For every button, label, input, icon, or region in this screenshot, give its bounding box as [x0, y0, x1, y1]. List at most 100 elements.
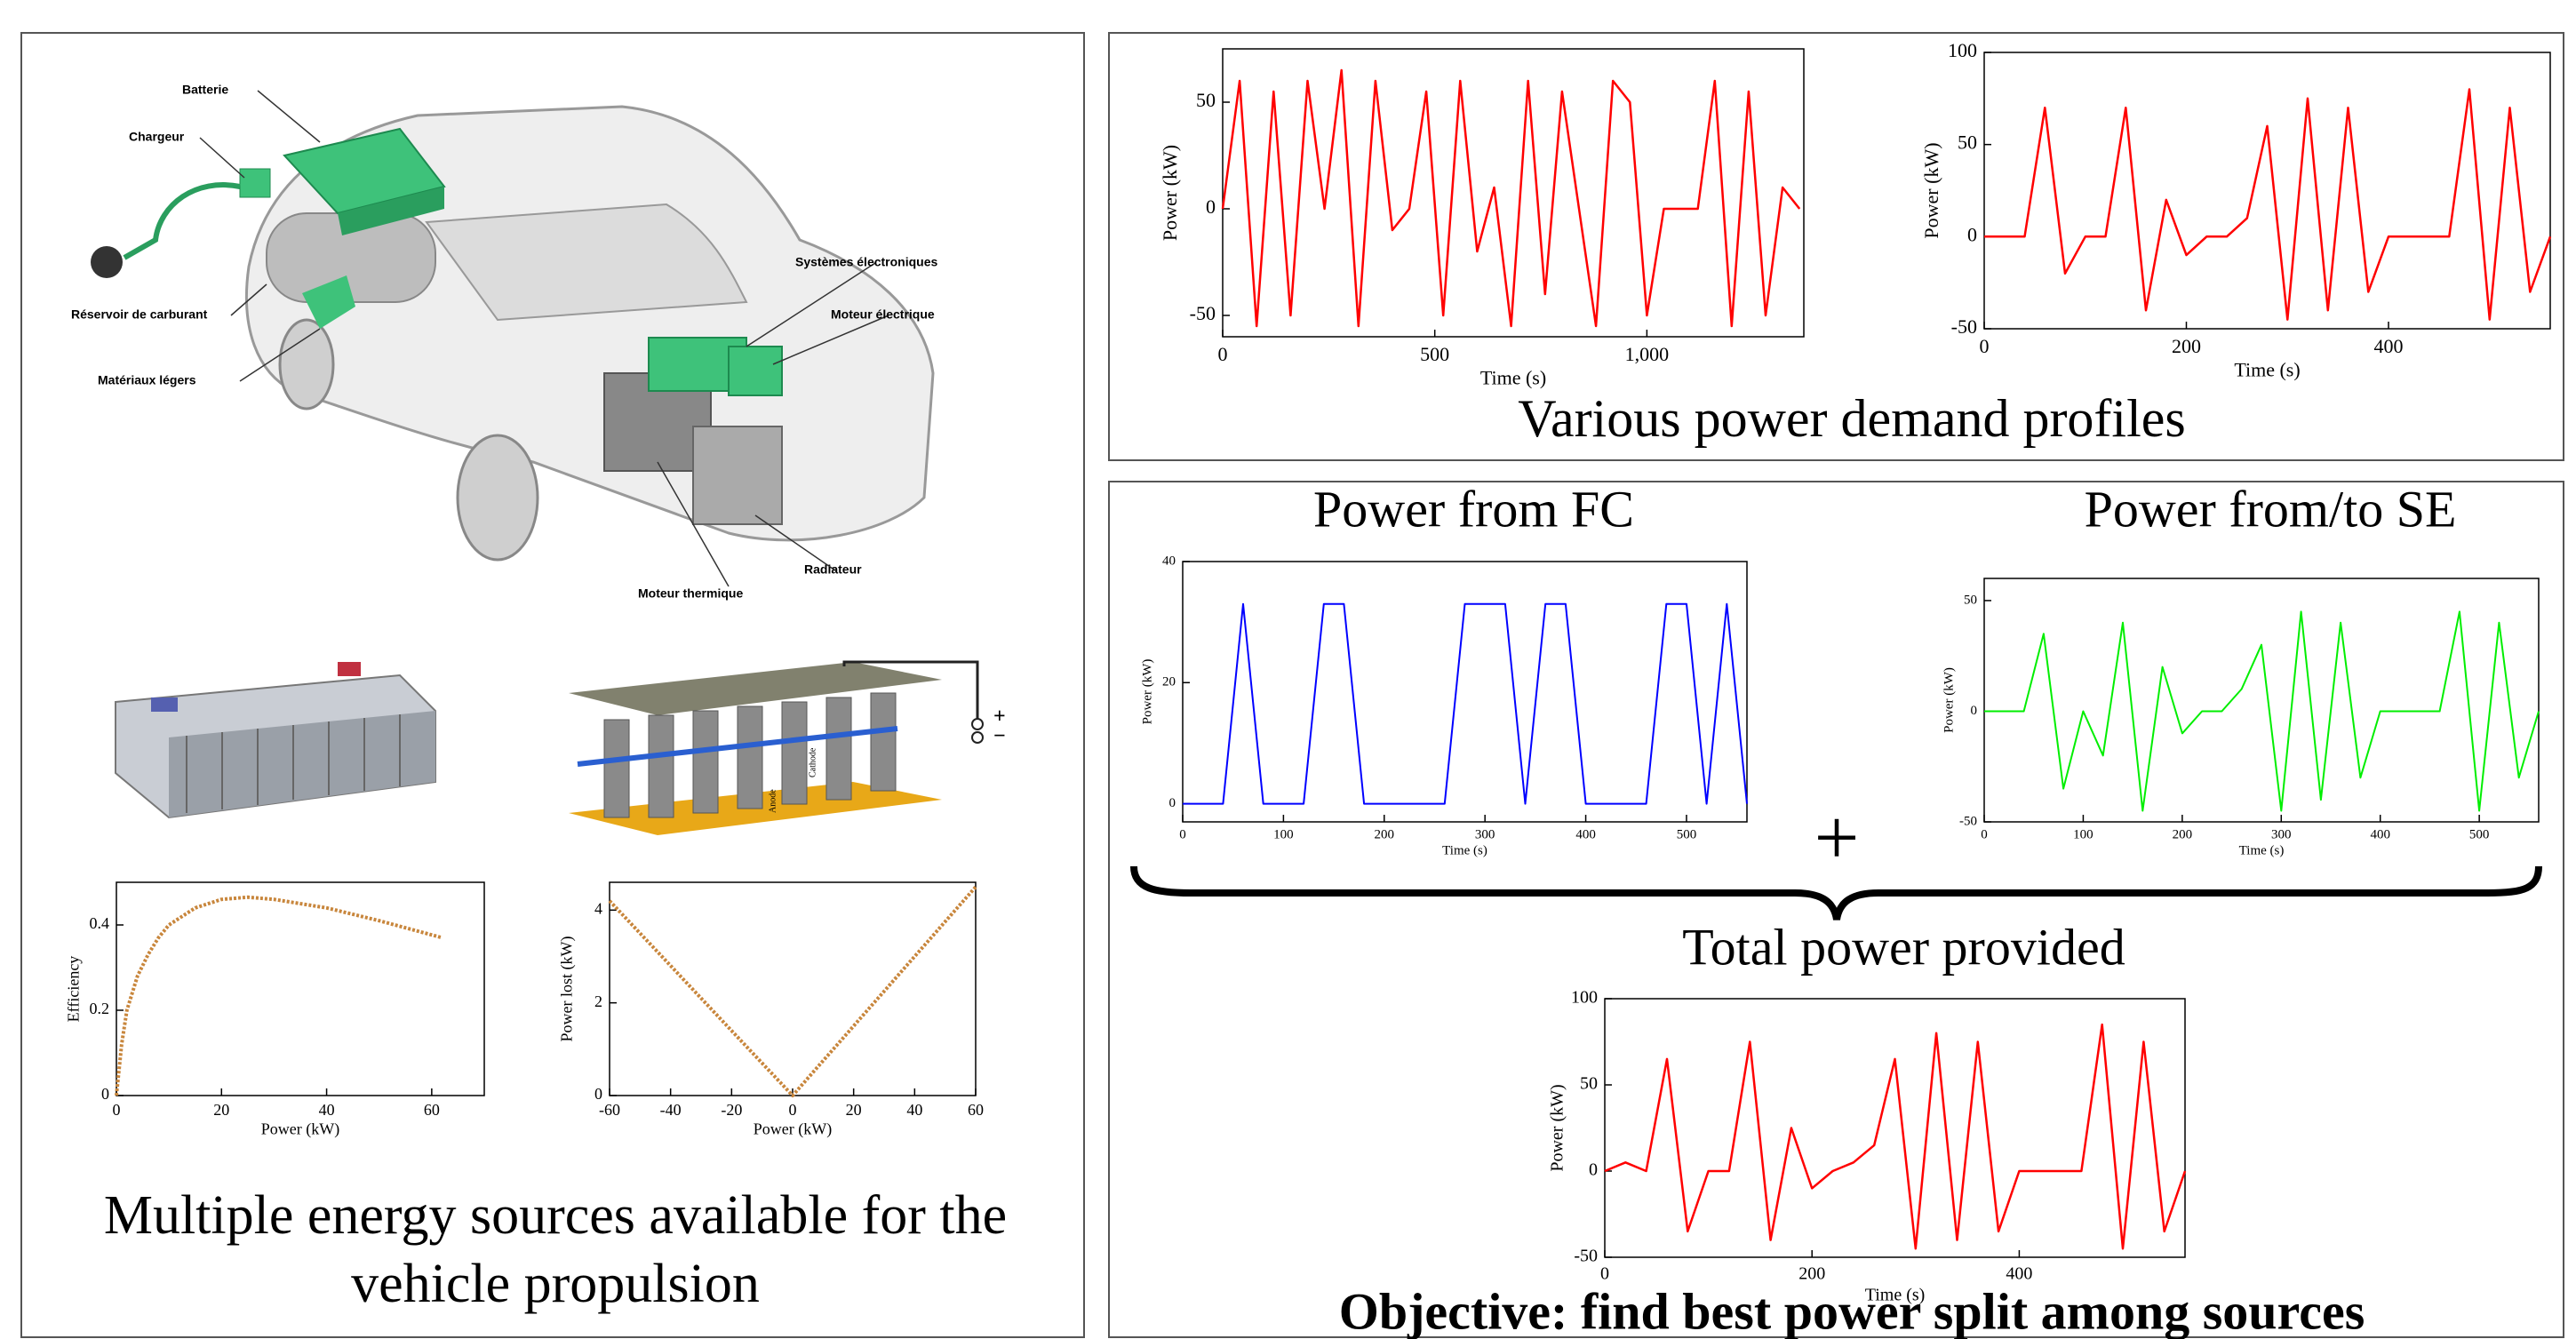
x-tick-label: 40	[319, 1101, 335, 1119]
plot-frame	[1222, 48, 1805, 338]
car-label: Radiateur	[804, 562, 862, 577]
brace	[1130, 865, 2542, 921]
car-label: Moteur thermique	[638, 586, 743, 601]
plot-frame	[609, 881, 977, 1096]
y-tick-label: 2	[594, 992, 602, 1010]
y-tick-label: 4	[594, 899, 602, 917]
x-tick-label: 0	[1981, 827, 1988, 841]
y-tick-label: 0	[594, 1085, 602, 1103]
left-caption: vehicle propulsion	[351, 1254, 760, 1314]
left-caption: Multiple energy sources available for th…	[104, 1185, 1007, 1246]
x-tick-label: 500	[2469, 827, 2490, 841]
x-axis-label: Time (s)	[1865, 1286, 1926, 1305]
x-tick-label: 400	[2374, 335, 2404, 357]
data-line	[1221, 68, 1801, 328]
x-tick-label: 20	[213, 1101, 229, 1119]
x-tick-label: -40	[660, 1101, 682, 1119]
x-tick-label: 200	[2173, 827, 2193, 841]
x-axis-label: Time (s)	[1442, 843, 1487, 857]
supercap-label: +	[993, 705, 1006, 729]
y-tick-label: 100	[1948, 39, 1977, 61]
x-axis-label: Time (s)	[2234, 358, 2300, 380]
x-axis-label: Power (kW)	[754, 1120, 832, 1139]
top-right-panel	[1108, 32, 2564, 461]
y-tick-label: -50	[1190, 302, 1216, 324]
car-label: Batterie	[182, 83, 228, 97]
y-tick-label: 0	[1589, 1160, 1598, 1180]
y-tick-label: -50	[1574, 1247, 1598, 1266]
x-tick-label: 200	[1798, 1264, 1825, 1284]
x-tick-label: -60	[599, 1101, 620, 1119]
data-line	[1183, 602, 1748, 805]
y-tick-label: 0	[1206, 195, 1216, 218]
plot-frame	[1182, 561, 1748, 823]
car-label: Matériaux légers	[98, 373, 196, 387]
y-axis-label: Power lost (kW)	[557, 937, 576, 1042]
supercap-label: Cathode	[808, 747, 817, 777]
x-tick-label: 0	[789, 1101, 797, 1119]
x-axis-label: Time (s)	[1480, 366, 1546, 388]
y-axis-label: Power (kW)	[1942, 667, 1956, 733]
x-tick-label: -20	[721, 1101, 742, 1119]
plot-frame	[1604, 998, 2186, 1258]
plot-frame	[116, 881, 485, 1096]
supercap-illustration: + − Cathode Anode	[569, 660, 1006, 835]
data-line	[608, 885, 977, 1097]
data-line	[1984, 610, 2540, 812]
x-tick-label: 500	[1420, 343, 1449, 365]
left-panel	[20, 32, 1085, 1338]
x-tick-label: 0	[1980, 335, 1990, 357]
car-label: Systèmes électroniques	[795, 255, 938, 269]
bottom-right-panel	[1108, 481, 2564, 1338]
x-tick-label: 0	[113, 1101, 121, 1119]
y-axis-label: Power (kW)	[1140, 659, 1154, 725]
y-tick-label: 0	[1971, 704, 1978, 718]
y-axis-label: Power (kW)	[1548, 1084, 1567, 1171]
y-tick-label: 0	[101, 1085, 109, 1103]
y-tick-label: 40	[1162, 554, 1176, 568]
data-line	[1604, 1023, 2187, 1250]
y-tick-label: 50	[1580, 1074, 1598, 1094]
x-tick-label: 400	[2006, 1264, 2032, 1284]
supercap-label: Anode	[768, 789, 778, 813]
car-label: Réservoir de carburant	[71, 307, 208, 322]
objective: Objective: find best power split among s…	[1339, 1282, 2365, 1339]
x-tick-label: 100	[1273, 827, 1294, 841]
y-tick-label: 100	[1571, 988, 1598, 1008]
y-tick-label: 0.2	[90, 1000, 110, 1017]
y-tick-label: 20	[1162, 675, 1176, 689]
x-tick-label: 300	[2271, 827, 2292, 841]
fuel-cell-illustration	[115, 662, 436, 819]
x-tick-label: 0	[1218, 343, 1228, 365]
chart-title: Total power provided	[1682, 918, 2125, 976]
x-tick-label: 0	[1179, 827, 1186, 841]
top-right-caption: Various power demand profiles	[1518, 389, 2185, 448]
x-tick-label: 60	[424, 1101, 440, 1119]
y-tick-label: -50	[1959, 814, 1977, 828]
y-tick-label: 50	[1964, 593, 1977, 607]
data-line	[1984, 88, 2552, 321]
car-label: Chargeur	[129, 130, 185, 144]
chart-title: Power from FC	[1313, 480, 1634, 538]
car-illustration: Batterie Chargeur Réservoir de carburant…	[71, 83, 938, 601]
supercap-label: −	[993, 725, 1006, 748]
x-tick-label: 400	[2370, 827, 2390, 841]
car-label: Moteur électrique	[831, 307, 935, 322]
x-tick-label: 100	[2073, 827, 2093, 841]
x-axis-label: Power (kW)	[261, 1120, 339, 1139]
y-tick-label: 0	[1169, 796, 1176, 810]
x-tick-label: 40	[906, 1101, 922, 1119]
plot-frame	[1983, 52, 2551, 330]
y-axis-label: Power (kW)	[1920, 142, 1942, 238]
x-axis-label: Time (s)	[2239, 843, 2285, 857]
y-tick-label: 50	[1958, 132, 1977, 154]
chart-title: Power from/to SE	[2085, 480, 2457, 538]
y-axis-label: Power (kW)	[1159, 145, 1181, 241]
y-tick-label: 50	[1196, 89, 1216, 111]
y-tick-label: 0	[1967, 223, 1977, 245]
x-tick-label: 400	[1575, 827, 1596, 841]
x-tick-label: 1,000	[1625, 343, 1670, 365]
y-tick-label: 0.4	[90, 914, 110, 932]
data-line	[115, 895, 443, 1096]
x-tick-label: 0	[1600, 1264, 1609, 1284]
